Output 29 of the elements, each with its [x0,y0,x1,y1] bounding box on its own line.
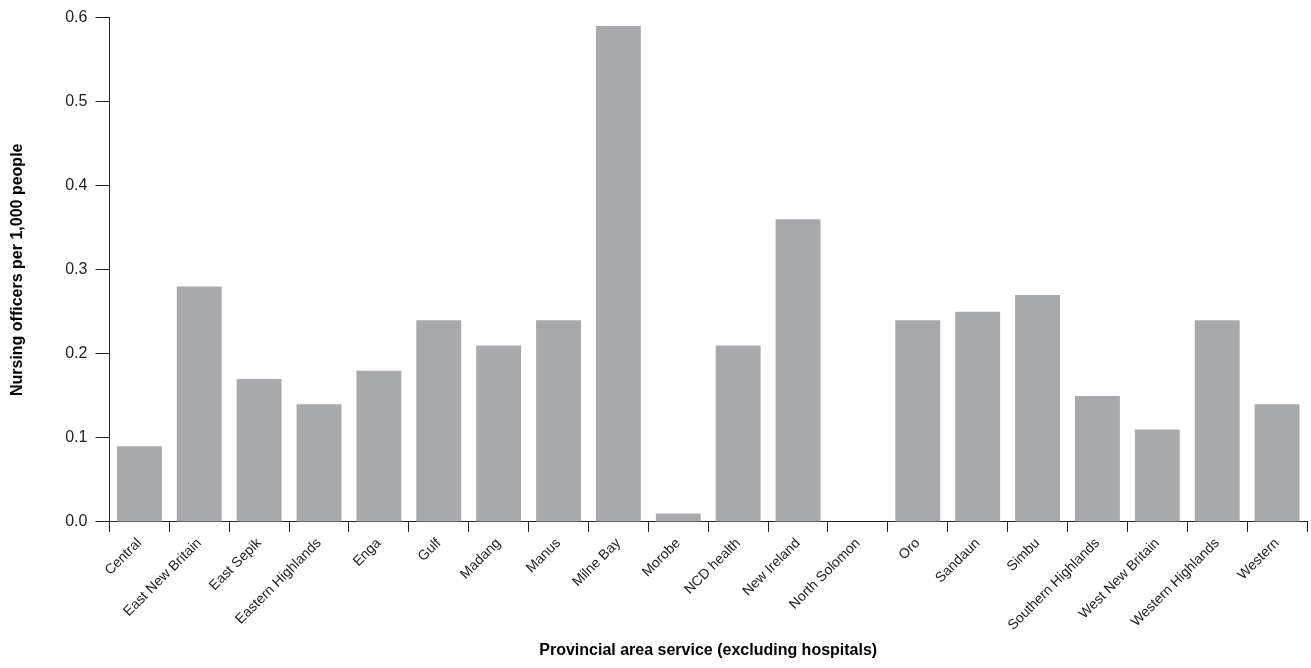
bar [1194,320,1240,522]
y-tick-label: 0.3 [65,260,88,278]
bar [1254,404,1300,522]
x-tick-label: Gulf [414,534,444,564]
bar [715,345,761,522]
y-tick-label: 0.6 [65,8,88,26]
bar [416,320,462,522]
bar [1134,429,1180,522]
x-axis-title: Provincial area service (excluding hospitals) [539,640,878,658]
bar [476,345,522,522]
bar [955,311,1001,522]
bar [1074,395,1120,522]
y-tick-label: 0.1 [65,428,88,446]
bar [1015,295,1060,522]
bar [356,370,402,522]
y-axis-title: Nursing officers per 1,000 people [8,143,26,397]
bar [775,219,821,522]
bar [536,320,581,522]
bar [236,379,282,522]
y-tick-label: 0.0 [65,512,88,530]
bar [595,26,641,522]
x-tick-label: Oro [894,534,923,563]
bar [176,286,222,522]
y-tick-label: 0.2 [65,344,88,362]
bar [895,320,941,522]
bar [116,446,162,522]
y-tick-label: 0.5 [65,92,88,110]
y-tick-label: 0.4 [65,176,88,194]
bar [296,404,342,522]
